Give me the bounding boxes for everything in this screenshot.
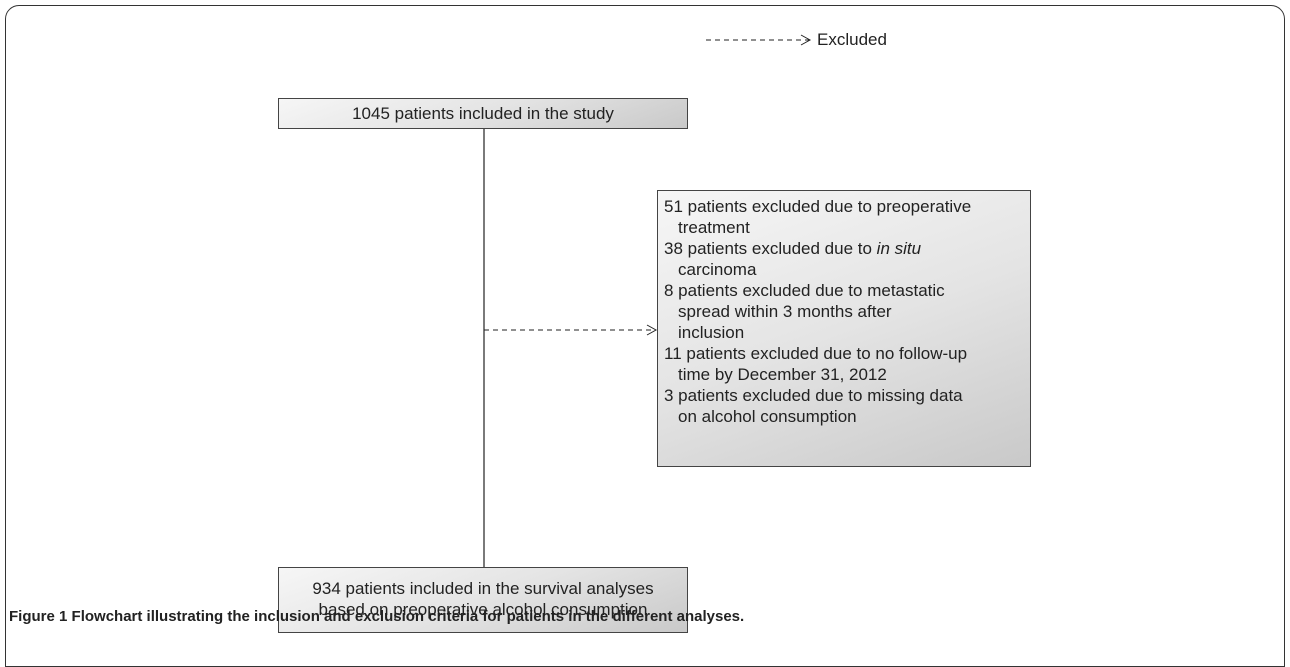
exclusion-item: 8 patients excluded due to metastatic spr… <box>664 280 1024 343</box>
exclusion-line: 11 patients excluded due to no follow-up <box>664 343 1024 364</box>
text: inclusion <box>678 323 745 342</box>
caption-text: Flowchart illustrating the inclusion and… <box>71 608 745 625</box>
text: 11 patients excluded due to no follow-up <box>664 344 968 363</box>
text: treatment <box>678 218 750 237</box>
caption-label: Figure 1 <box>9 608 68 625</box>
figure: Excluded 1045 patients included in the s… <box>5 5 1285 667</box>
text: carcinoma <box>678 260 757 279</box>
text: 38 patients excluded due to <box>664 239 872 258</box>
text: 51 patients excluded due to preoperative <box>664 197 972 216</box>
connectors <box>483 34 812 567</box>
exclusion-box: 51 patients excluded due to preoperative… <box>657 190 1031 467</box>
node-line: 934 patients included in the survival an… <box>312 579 654 598</box>
legend-label: Excluded <box>817 30 887 49</box>
text: time by December 31, 2012 <box>678 365 887 384</box>
exclusion-item: 3 patients excluded due to missing data o… <box>664 385 1024 427</box>
node-line: based on preoperative alcohol consumptio… <box>318 600 648 619</box>
exclusion-line: inclusion <box>664 322 1024 343</box>
text: 3 patients excluded due to missing data <box>664 386 963 405</box>
text: 8 patients excluded due to metastatic <box>664 281 945 300</box>
exclusion-line: spread within 3 months after <box>664 301 1024 322</box>
exclusion-item: 38 patients excluded due to in situ carci… <box>664 238 1024 280</box>
caption: Figure 1 Flowchart illustrating the incl… <box>9 608 744 625</box>
exclusion-line: 8 patients excluded due to metastatic <box>664 280 1024 301</box>
text: spread within 3 months after <box>678 302 892 321</box>
exclusion-line: 51 patients excluded due to preoperative <box>664 196 1024 217</box>
node: 934 patients included in the survival an… <box>278 567 688 633</box>
exclusion-item: 51 patients excluded due to preoperative… <box>664 196 1024 238</box>
text: on alcohol consumption <box>678 407 857 426</box>
node: 1045 patients included in the study <box>278 98 688 129</box>
exclusion-line: 3 patients excluded due to missing data <box>664 385 1024 406</box>
exclusion-line: treatment <box>664 217 1024 238</box>
exclusion-line: on alcohol consumption <box>664 406 1024 427</box>
emphasis: in situ <box>876 239 922 258</box>
exclusion-line: time by December 31, 2012 <box>664 364 1024 385</box>
exclusion-item: 11 patients excluded due to no follow-up… <box>664 343 1024 385</box>
exclusion-line: 38 patients excluded due to in situ <box>664 238 1024 259</box>
exclusion-line: carcinoma <box>664 259 1024 280</box>
